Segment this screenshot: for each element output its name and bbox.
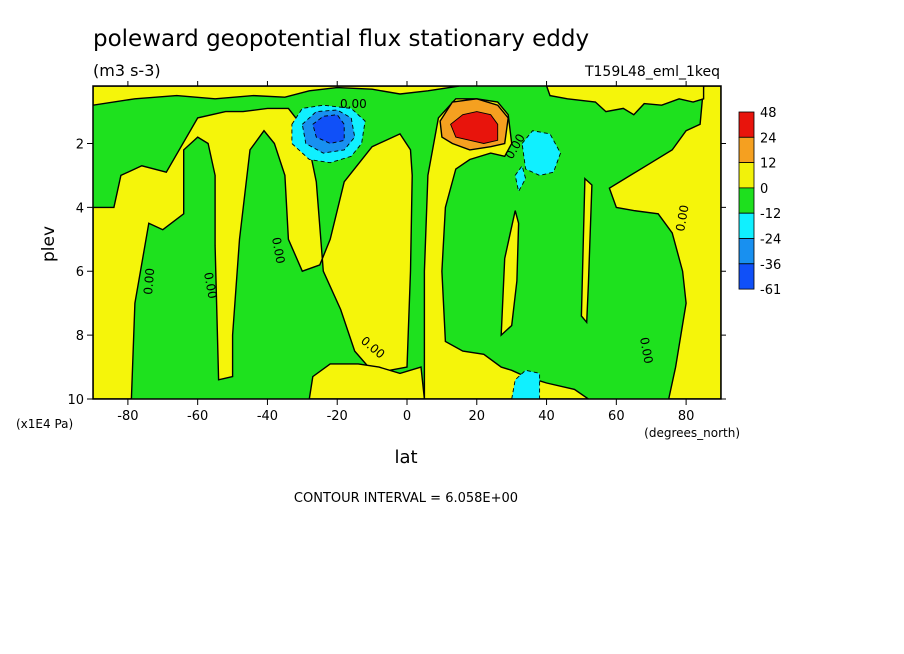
y-axis: 2 4 6 8 10 <box>67 137 726 408</box>
colorbar-label: 0 <box>760 182 768 197</box>
contour-region-8 <box>545 86 705 116</box>
colorbar-swatch <box>738 212 755 239</box>
contour-region-13 <box>312 114 345 144</box>
colorbar-swatch <box>738 263 755 290</box>
run-label: T159L48_eml_1keq <box>584 64 720 80</box>
x-tick-label: 40 <box>538 409 555 424</box>
y-tick-label: 6 <box>76 265 84 280</box>
contour-label: 0.00 <box>637 336 655 365</box>
colorbar-label: 48 <box>760 106 777 121</box>
units-label: (m3 s-3) <box>93 61 161 80</box>
contour-region-7 <box>93 86 460 106</box>
contour-interval-text: CONTOUR INTERVAL = 6.058E+00 <box>294 491 518 506</box>
y-axis-label: plev <box>39 226 59 262</box>
x-tick-label: 80 <box>678 409 695 424</box>
colorbar-label: 12 <box>760 157 777 172</box>
x-tick-label: -40 <box>257 409 278 424</box>
x-tick-label: 20 <box>469 409 486 424</box>
x-tick-label: -80 <box>117 409 138 424</box>
contour-region-6 <box>308 363 426 399</box>
colorbar-label: 24 <box>760 131 777 146</box>
contour-label: 0.00 <box>673 204 691 233</box>
x-tick-label: 0 <box>403 409 411 424</box>
x-tick-label: 60 <box>608 409 625 424</box>
contour-label: 0.00 <box>201 271 219 300</box>
contour-region-14 <box>521 130 561 176</box>
colorbar-label: -12 <box>760 207 781 222</box>
x-tick-label: -20 <box>327 409 348 424</box>
y-units-label: (x1E4 Pa) <box>16 417 73 431</box>
colorbar-label: -36 <box>760 258 781 273</box>
colorbar-swatch <box>738 238 755 265</box>
y-tick-label: 8 <box>76 329 84 344</box>
x-axis-label: lat <box>394 447 417 468</box>
colorbar-label: -61 <box>760 283 781 298</box>
colorbar: 48 24 12 0 -12 -24 -36 -61 <box>738 106 781 298</box>
colorbar-swatch <box>738 187 755 214</box>
x-tick-label: -60 <box>187 409 208 424</box>
contour-region-4 <box>580 177 593 325</box>
y-tick-label: 4 <box>76 201 84 216</box>
y-tick-label: 10 <box>67 393 84 408</box>
contour-region-10 <box>450 111 499 144</box>
chart-title: poleward geopotential flux stationary ed… <box>93 26 589 52</box>
contour-label: 0.00 <box>340 97 367 111</box>
plot-area <box>93 86 721 399</box>
contour-region-15 <box>514 164 527 193</box>
colorbar-swatch <box>738 111 755 138</box>
contour-region-16 <box>511 369 541 399</box>
colorbar-swatch <box>738 162 755 189</box>
colorbar-label: -24 <box>760 233 781 248</box>
y-tick-label: 2 <box>76 137 84 152</box>
colorbar-swatch <box>738 136 755 164</box>
contour-label: 0.00 <box>269 236 287 265</box>
x-axis: -80 -60 -40 -20 0 20 40 60 80 <box>117 81 694 424</box>
x-units-label: (degrees_north) <box>644 426 740 440</box>
contour-region-5 <box>500 210 520 337</box>
contour-label: 0.00 <box>141 267 157 295</box>
contour-region-3 <box>608 86 721 399</box>
